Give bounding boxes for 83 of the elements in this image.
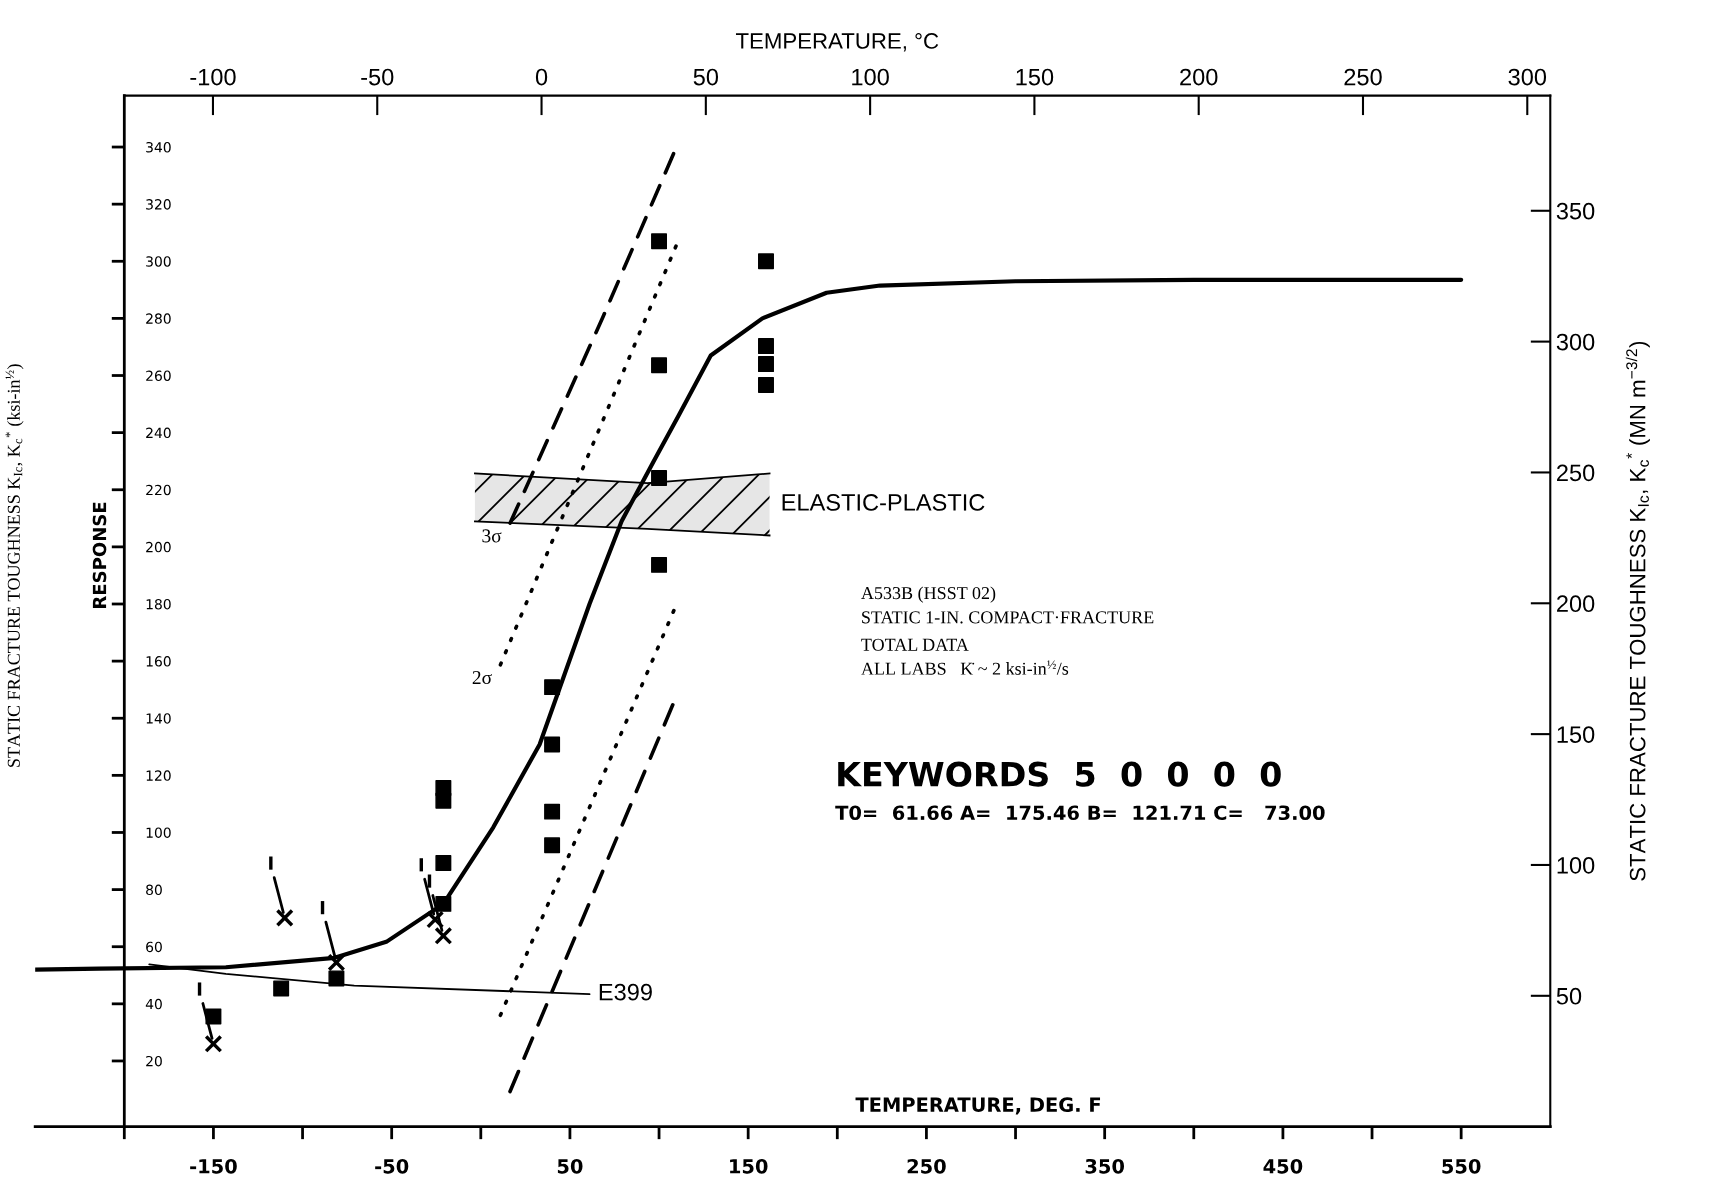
x2-tick-label: 150 — [1016, 68, 1054, 86]
series-label: E399 — [599, 983, 652, 1001]
point — [435, 855, 452, 872]
y2-tick-label: 250 — [1557, 464, 1595, 482]
point — [275, 908, 294, 927]
point — [651, 470, 668, 487]
point — [328, 970, 345, 987]
y2-tick-label: 100 — [1557, 857, 1595, 874]
x-tick-label: -150 — [190, 1158, 237, 1174]
y-tick-label: 100 — [146, 827, 171, 838]
point — [434, 926, 453, 945]
x-tick-label: -50 — [375, 1158, 409, 1174]
y-tick-label: 340 — [146, 142, 171, 153]
point — [758, 376, 774, 393]
y-tick-label: 160 — [146, 656, 171, 667]
x2-tick-label: -50 — [361, 68, 394, 86]
x2-tick-label: 250 — [1344, 68, 1382, 86]
point — [273, 980, 290, 997]
x-axis-title: TEMPERATURE, DEG. F — [855, 1097, 1101, 1115]
annotation: STATIC 1-IN. COMPACT·FRACTURE — [862, 611, 1154, 624]
series-label: 2σ — [472, 671, 492, 685]
y-tick-label: 180 — [146, 598, 171, 610]
y2-tick-label: 150 — [1557, 726, 1595, 743]
point — [758, 356, 774, 373]
point — [205, 1008, 222, 1025]
series-label: 3σ — [482, 529, 502, 543]
y-tick-label: 320 — [146, 199, 171, 210]
point — [758, 253, 774, 270]
point — [651, 357, 668, 374]
y2-tick-label: 350 — [1556, 202, 1595, 220]
x2-axis-title: TEMPERATURE, °C — [735, 33, 939, 52]
y-tick-label: 140 — [146, 713, 171, 724]
point — [544, 837, 561, 854]
annotation: RESPONSE — [92, 502, 107, 608]
point — [651, 233, 668, 250]
annotation: I — [197, 982, 202, 996]
x-tick-label: 150 — [730, 1158, 768, 1174]
y-tick-label: 240 — [146, 427, 171, 439]
y-tick-label: 200 — [146, 541, 171, 553]
x2-tick-label: 50 — [693, 68, 719, 86]
point — [204, 1034, 223, 1053]
point — [651, 556, 668, 573]
x2-tick-label: 100 — [852, 68, 889, 86]
y-tick-label: 260 — [146, 370, 171, 381]
x2-tick-label: -100 — [190, 68, 236, 86]
x2-tick-label: 300 — [1508, 68, 1547, 86]
y-tick-label: 280 — [146, 313, 171, 324]
point — [327, 953, 346, 972]
x-tick-label: 50 — [557, 1158, 583, 1174]
x-tick-label: 450 — [1263, 1158, 1303, 1174]
point — [435, 895, 452, 912]
x-tick-label: 550 — [1442, 1158, 1481, 1174]
annotation: KEYWORDS 5 0 0 0 0 — [838, 761, 1281, 787]
annotation: T0= 61.66 A= 175.46 B= 121.71 C= 73.00 — [835, 805, 1325, 821]
point — [758, 338, 774, 355]
y-tick-label: 80 — [146, 884, 162, 896]
y2-tick-label: 50 — [1556, 987, 1582, 1005]
y2-axis-title: STATIC FRACTURE TOUGHNESS K$_{Ic}$, K$_{c}$$^{*}$ (MN m$^{−3/2}$) — [1625, 341, 1650, 881]
point — [435, 792, 452, 809]
annotation: TOTAL DATA — [861, 638, 969, 651]
point — [544, 679, 561, 696]
y-axis-title: STATIC FRACTURE TOUGHNESS K$_{Ic}$, K$_{c}$$^{*}$ (ksi-in$^{½}$) — [5, 364, 24, 767]
y2-tick-label: 300 — [1556, 333, 1595, 351]
annotation: I — [269, 856, 273, 870]
x2-tick-label: 200 — [1180, 68, 1218, 86]
annotation: I — [320, 901, 325, 915]
annotation: ALL LABS K̇ ~ 2 ksi-in$^{½}$/s — [861, 660, 1069, 675]
y-tick-label: 40 — [145, 998, 162, 1010]
y2-tick-label: 200 — [1557, 595, 1595, 613]
y-tick-label: 120 — [146, 770, 171, 781]
point — [544, 803, 561, 820]
series-label: ELASTIC-PLASTIC — [782, 494, 985, 511]
y-tick-label: 220 — [146, 484, 171, 496]
y-tick-label: 60 — [146, 941, 162, 953]
y-tick-label: 20 — [146, 1055, 162, 1067]
annotation: I — [419, 858, 423, 872]
y-tick-label: 300 — [146, 256, 171, 267]
x2-tick-label: 0 — [535, 68, 548, 86]
annotation: I — [427, 874, 432, 888]
x-tick-label: 350 — [1085, 1158, 1125, 1174]
point — [544, 736, 561, 753]
annotation: A533B (HSST 02) — [861, 586, 996, 603]
x-tick-label: 250 — [907, 1158, 946, 1174]
